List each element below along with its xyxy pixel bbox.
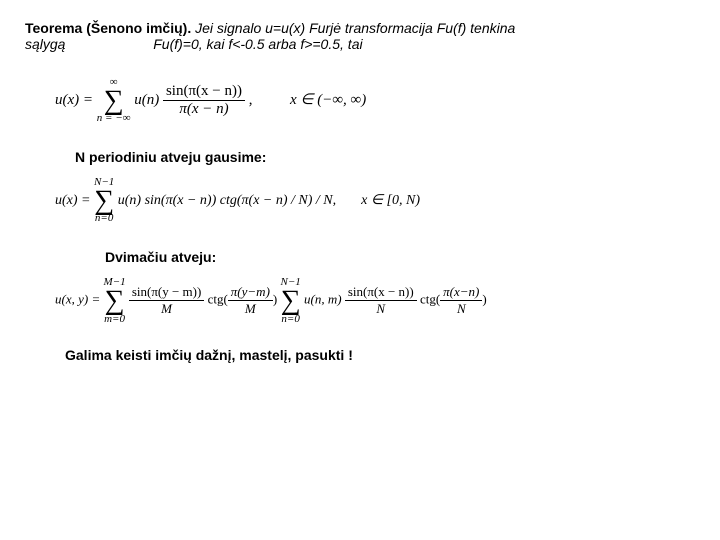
- theorem-title: Teorema (Šenono imčių). Jei signalo u=u(…: [25, 20, 695, 52]
- eq1-sum: ∞ ∑ n = −∞: [97, 77, 131, 124]
- eq1-domain: x ∈ (−∞, ∞): [290, 92, 366, 108]
- theorem-condition: Fu(f)=0, kai f<-0.5 arba f>=0.5, tai: [153, 36, 362, 52]
- eq2-body: u(n) sin(π(x − n)) ctg(π(x − n) / N) / N…: [118, 193, 336, 208]
- eq3-lhs: u(x, y) =: [55, 292, 100, 307]
- equation-2: u(x) = N−1 ∑ n=0 u(n) sin(π(x − n)) ctg(…: [55, 177, 695, 224]
- equation-3: u(x, y) = M−1 ∑ m=0 sin(π(y − m)) M ctg(…: [55, 277, 695, 324]
- equation-1: u(x) = ∞ ∑ n = −∞ u(n) sin(π(x − n)) π(x…: [55, 77, 695, 124]
- eq1-frac: sin(π(x − n)) π(x − n): [163, 83, 245, 118]
- theorem-name: Teorema (Šenono imčių).: [25, 20, 191, 36]
- final-remark: Galima keisti imčių dažnį, mastelį, pasu…: [65, 347, 695, 363]
- eq3-frac1: sin(π(y − m)) M: [129, 284, 205, 317]
- theorem-condition-prefix: sąlygą: [25, 36, 65, 52]
- eq3-ctg1: π(y−m) M: [228, 284, 273, 317]
- section-periodic: N periodiniu atveju gausime:: [75, 149, 695, 165]
- eq1-term: u(n): [134, 92, 159, 108]
- eq2-domain: x ∈ [0, N): [361, 193, 420, 208]
- eq3-term2: u(n, m): [304, 292, 342, 307]
- section-2d: Dvimačiu atveju:: [105, 249, 695, 265]
- eq2-sum: N−1 ∑ n=0: [94, 177, 114, 224]
- eq3-sum2: N−1 ∑ n=0: [281, 277, 301, 324]
- eq1-lhs: u(x) =: [55, 92, 93, 108]
- eq3-ctg2: π(x−n) N: [440, 284, 482, 317]
- eq2-lhs: u(x) =: [55, 193, 91, 208]
- eq3-sum1: M−1 ∑ m=0: [103, 277, 125, 324]
- eq3-frac2: sin(π(x − n)) N: [345, 284, 417, 317]
- theorem-statement-1: Jei signalo u=u(x) Furjė transformacija …: [191, 20, 515, 36]
